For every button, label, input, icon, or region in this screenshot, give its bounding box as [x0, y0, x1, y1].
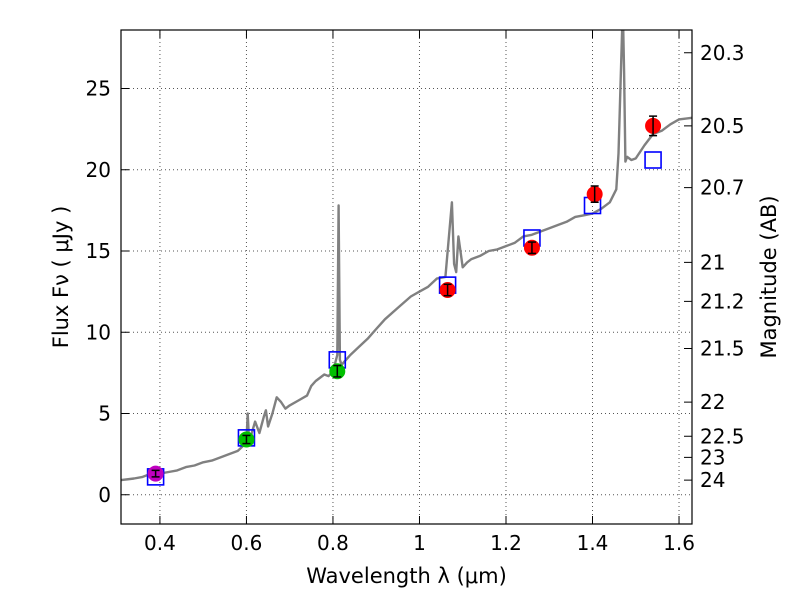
x-tick-label: 1.6	[663, 531, 695, 555]
y-tick-label: 5	[98, 402, 111, 426]
right-tick-label: 21.5	[700, 337, 745, 361]
right-tick-label: 20.3	[700, 41, 745, 65]
right-tick-label: 23	[700, 445, 725, 469]
spectrum-line	[121, 30, 692, 482]
right-axis-title: Magnitude (AB)	[757, 195, 781, 358]
right-tick-label: 22	[700, 390, 725, 414]
x-tick-label: 1.4	[577, 531, 609, 555]
x-tick-label: 0.6	[231, 531, 263, 555]
right-tick-label: 20.5	[700, 114, 745, 138]
model-photometry-box	[644, 151, 662, 169]
y-tick-label: 25	[86, 77, 111, 101]
y-tick-label: 15	[86, 239, 111, 263]
y-tick-label: 0	[98, 483, 111, 507]
x-tick-label: 1	[413, 531, 426, 555]
right-tick-label: 22.5	[700, 424, 745, 448]
y-axis-title: Flux Fν ( μJy )	[49, 206, 73, 349]
x-tick-label: 1.2	[490, 531, 522, 555]
right-tick-label: 21	[700, 250, 725, 274]
right-tick-label: 24	[700, 468, 725, 492]
right-tick-label: 21.2	[700, 289, 745, 313]
plot-area	[121, 30, 692, 486]
x-axis-title: Wavelength λ (μm)	[306, 564, 507, 588]
right-tick-label: 20.7	[700, 176, 745, 200]
plot-frame	[120, 29, 693, 525]
x-tick-label: 0.4	[144, 531, 176, 555]
y-tick-label: 10	[86, 320, 111, 344]
y-tick-label: 20	[86, 158, 111, 182]
x-tick-label: 0.8	[317, 531, 349, 555]
